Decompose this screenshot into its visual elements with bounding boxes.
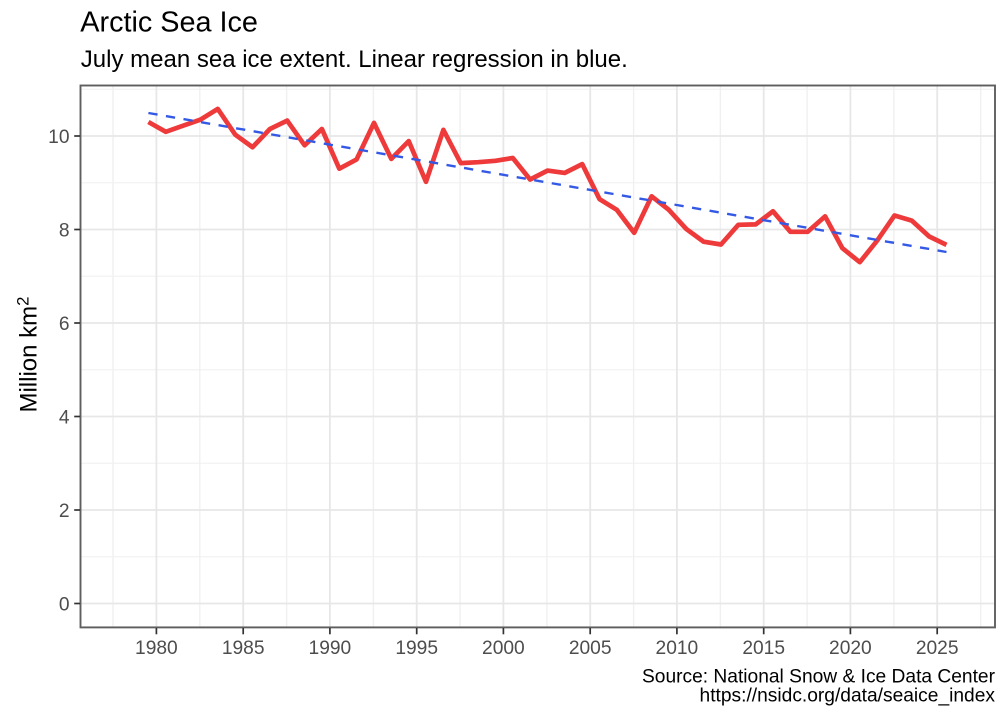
svg-text:2025: 2025 [916, 638, 959, 659]
svg-text:4: 4 [59, 407, 70, 428]
svg-text:https://nsidc.org/data/seaice_: https://nsidc.org/data/seaice_index [700, 686, 996, 707]
svg-text:6: 6 [59, 314, 70, 335]
svg-text:10: 10 [48, 127, 69, 148]
svg-text:2015: 2015 [742, 638, 785, 659]
svg-text:2005: 2005 [569, 638, 612, 659]
svg-text:2020: 2020 [829, 638, 872, 659]
svg-text:1980: 1980 [135, 638, 178, 659]
svg-text:2000: 2000 [482, 638, 525, 659]
svg-text:1990: 1990 [309, 638, 352, 659]
svg-text:2: 2 [59, 501, 70, 522]
svg-text:Arctic Sea Ice: Arctic Sea Ice [80, 6, 258, 38]
svg-text:1985: 1985 [222, 638, 265, 659]
svg-text:Million km2: Million km2 [14, 296, 43, 412]
svg-text:8: 8 [59, 220, 70, 241]
svg-text:July mean sea ice extent. Line: July mean sea ice extent. Linear regress… [81, 46, 628, 73]
svg-text:2010: 2010 [656, 638, 699, 659]
svg-text:Source: National Snow & Ice Da: Source: National Snow & Ice Data Center [642, 667, 996, 688]
svg-text:0: 0 [59, 594, 70, 615]
svg-text:1995: 1995 [395, 638, 438, 659]
